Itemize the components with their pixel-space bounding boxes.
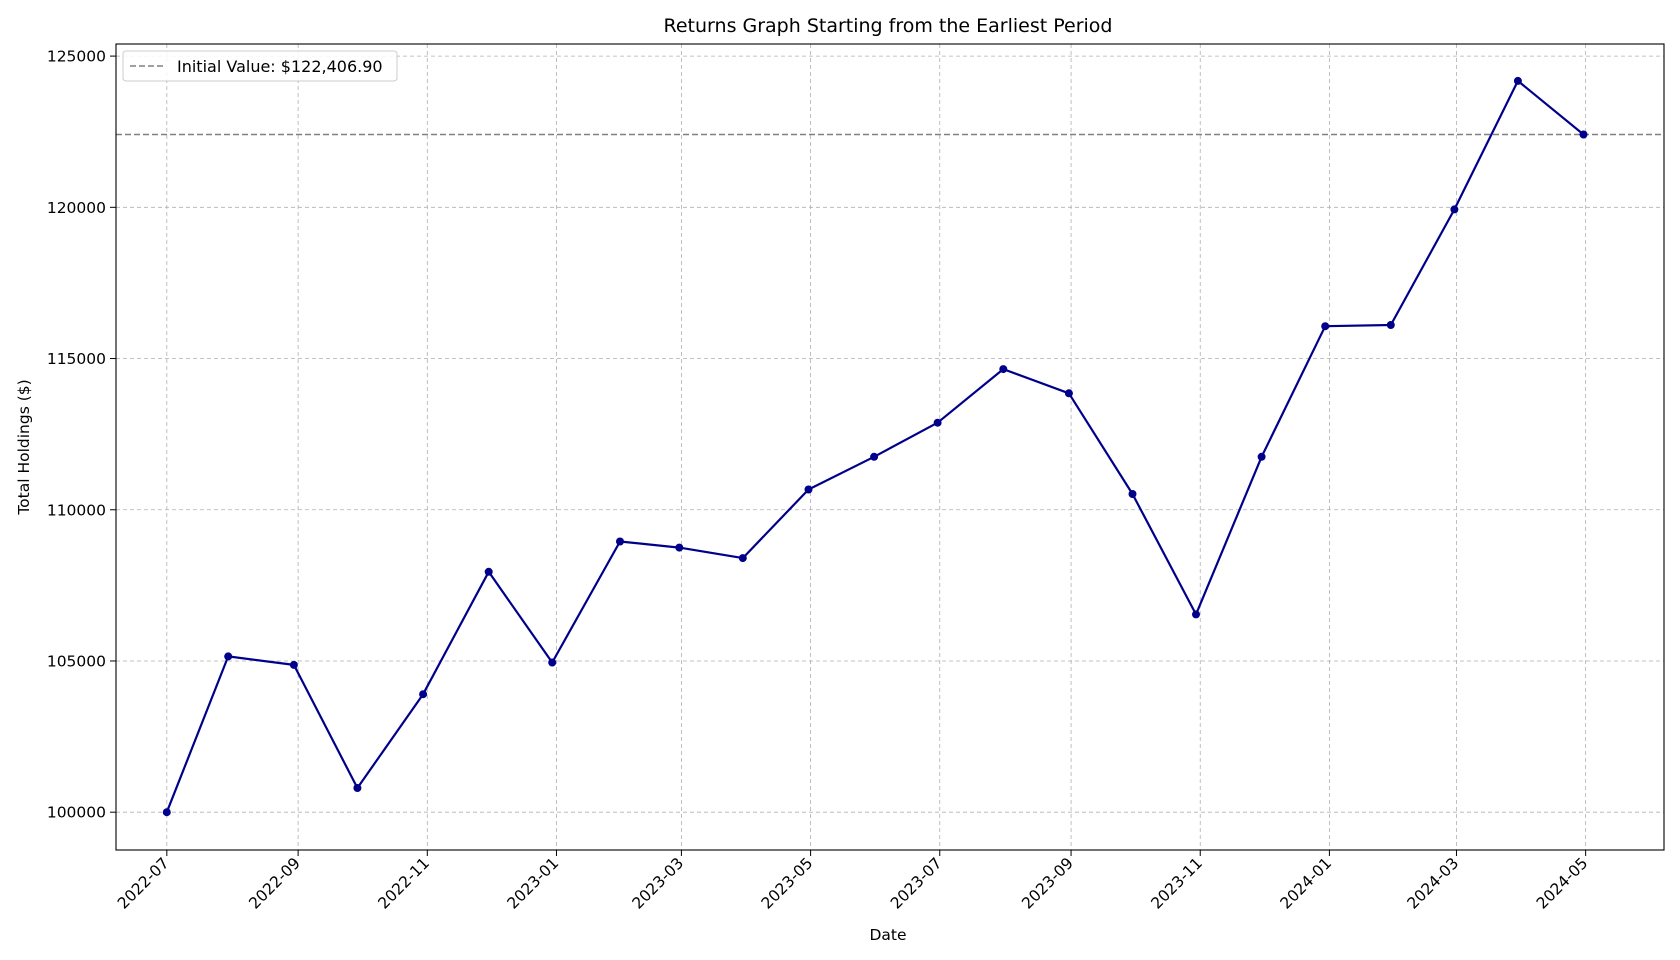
x-tick-label: 2023-07 bbox=[887, 854, 946, 913]
y-tick-label: 125000 bbox=[47, 48, 106, 66]
data-point bbox=[999, 365, 1008, 374]
data-point bbox=[1321, 322, 1330, 331]
data-point bbox=[1064, 389, 1073, 398]
x-tick-label: 2024-05 bbox=[1533, 854, 1592, 913]
data-point bbox=[804, 485, 813, 494]
data-point bbox=[162, 808, 171, 817]
data-point bbox=[548, 658, 557, 667]
y-tick-label: 115000 bbox=[47, 350, 106, 368]
data-point bbox=[1257, 452, 1266, 461]
y-tick-label: 100000 bbox=[47, 804, 106, 822]
data-point bbox=[738, 554, 747, 563]
data-point bbox=[616, 537, 624, 546]
plot-frame bbox=[115, 43, 1665, 851]
grid-lines bbox=[116, 44, 1664, 850]
x-tick-label: 2022-11 bbox=[375, 854, 434, 913]
series-group bbox=[162, 76, 1588, 817]
x-tick-label: 2023-09 bbox=[1018, 854, 1077, 913]
x-tick-label: 2022-09 bbox=[245, 854, 304, 913]
data-point bbox=[419, 690, 428, 699]
data-point bbox=[870, 452, 879, 461]
data-point bbox=[1579, 130, 1588, 139]
chart-title: Returns Graph Starting from the Earliest… bbox=[664, 15, 1113, 37]
data-point bbox=[675, 543, 684, 552]
data-point bbox=[484, 567, 493, 576]
x-tick-label: 2023-05 bbox=[758, 854, 817, 913]
legend: Initial Value: $122,406.90 bbox=[122, 50, 398, 82]
data-point bbox=[1192, 610, 1200, 619]
data-point bbox=[289, 660, 298, 669]
x-tick-label: 2024-03 bbox=[1404, 854, 1463, 913]
x-tick-label: 2023-01 bbox=[504, 854, 563, 913]
data-point bbox=[933, 418, 942, 427]
y-tick-label: 105000 bbox=[47, 652, 106, 670]
data-point bbox=[1450, 205, 1459, 214]
x-tick-label: 2024-01 bbox=[1277, 854, 1336, 913]
y-axis-label: Total Holdings ($) bbox=[15, 379, 33, 515]
plot-background bbox=[116, 44, 1664, 850]
data-point bbox=[1386, 321, 1395, 329]
x-tick-label: 2023-03 bbox=[629, 854, 688, 913]
legend-box bbox=[122, 50, 398, 82]
y-tick-label: 120000 bbox=[47, 199, 106, 217]
data-point bbox=[1513, 76, 1522, 85]
x-axis-ticks: 2022-07 2022-09 2022-11 2023-01 2023-03 2023-… bbox=[114, 850, 1591, 913]
y-axis-ticks: 100000 105000 110000 115000 120000 125000 bbox=[47, 48, 116, 822]
x-tick-label: 2022-07 bbox=[114, 854, 173, 913]
x-axis-label: Date bbox=[869, 926, 906, 944]
y-tick-label: 110000 bbox=[47, 501, 106, 519]
data-point bbox=[353, 784, 362, 792]
data-point bbox=[224, 652, 233, 661]
legend-label: Initial Value: $122,406.90 bbox=[177, 57, 383, 76]
x-tick-label: 2023-11 bbox=[1148, 854, 1207, 913]
data-point bbox=[1128, 490, 1137, 498]
